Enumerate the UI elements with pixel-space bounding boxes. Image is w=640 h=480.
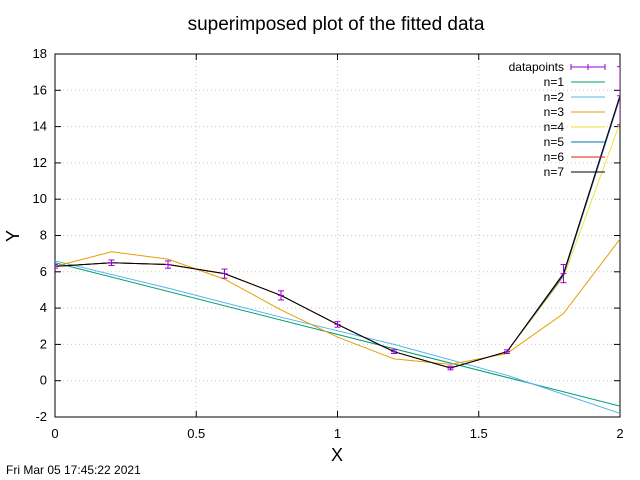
legend-label: n=1: [544, 75, 565, 89]
legend-item-n2: n=2: [544, 90, 605, 104]
legend-item-n3: n=3: [544, 105, 605, 119]
y-tick-label: 14: [33, 119, 47, 134]
legend-item-n6: n=6: [544, 150, 605, 164]
grid: [55, 54, 620, 417]
series-line-n2: [55, 260, 620, 414]
legend-label: n=2: [544, 90, 565, 104]
legend-label: n=4: [544, 120, 565, 134]
y-tick-label: -2: [35, 409, 47, 424]
legend-label: n=7: [544, 165, 565, 179]
axes: -2 0 2 4 6 8 10 12 14 16 18 0 0.5 1 1.5 2: [33, 46, 624, 441]
y-tick-label: 6: [40, 264, 47, 279]
series-line-n3: [55, 238, 620, 365]
y-tick-label: 10: [33, 191, 47, 206]
datapoint: [560, 264, 567, 284]
y-tick-label: 0: [40, 373, 47, 388]
datapoint: [221, 268, 228, 279]
chart-title: superimposed plot of the fitted data: [188, 14, 485, 35]
x-tick-label: 1.5: [470, 426, 488, 441]
legend-label: n=3: [544, 105, 565, 119]
x-tick-label: 0: [51, 426, 58, 441]
x-axis-label: X: [331, 445, 343, 465]
legend-item-datapoints: datapoints: [509, 60, 606, 74]
datapoint: [334, 321, 341, 328]
y-tick-label: 4: [40, 300, 47, 315]
datapoint: [165, 260, 171, 269]
legend-item-n5: n=5: [544, 135, 605, 149]
legend-label: n=6: [544, 150, 565, 164]
legend-item-n1: n=1: [544, 75, 605, 89]
timestamp: Fri Mar 05 17:45:22 2021: [6, 463, 141, 477]
datapoint: [108, 259, 115, 266]
legend-label: n=5: [544, 135, 565, 149]
series-line-n1: [55, 262, 620, 407]
y-tick-label: 18: [33, 46, 47, 61]
y-tick-label: 12: [33, 155, 47, 170]
y-tick-label: 8: [40, 228, 47, 243]
y-tick-label: 2: [40, 336, 47, 351]
y-tick-label: 16: [33, 82, 47, 97]
datapoint: [391, 349, 397, 354]
x-tick-label: 2: [616, 426, 623, 441]
datapoint: [55, 264, 58, 269]
datapoint: [504, 349, 510, 354]
legend-label: datapoints: [509, 60, 564, 74]
datapoint: [278, 290, 284, 301]
datapoints-layer: [55, 66, 620, 371]
datapoint: [447, 365, 454, 371]
legend-item-n7: n=7: [544, 165, 605, 179]
legend-item-n4: n=4: [544, 120, 605, 134]
datapoint: [617, 66, 620, 126]
y-axis-label: Y: [3, 230, 23, 242]
x-tick-label: 0.5: [187, 426, 205, 441]
x-tick-label: 1: [334, 426, 341, 441]
